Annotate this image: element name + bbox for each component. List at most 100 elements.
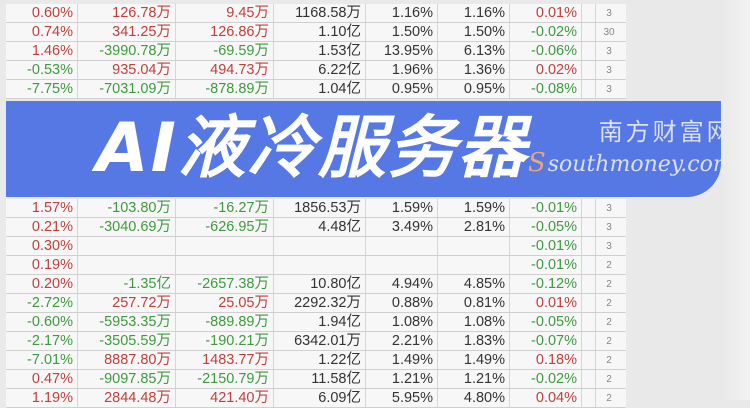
- table-cell: -2.17%: [6, 332, 78, 350]
- table-cell-empty: [582, 80, 596, 98]
- table-row[interactable]: -7.01% 8887.80万 1483.77万 1.22亿 1.49% 1.49% 0.1…: [6, 351, 626, 370]
- table-cell: -5953.35万: [78, 313, 176, 331]
- table-cell: 126.78万: [78, 4, 176, 22]
- table-cell: -2657.38万: [176, 275, 274, 293]
- table-cell: -0.02%: [510, 370, 582, 388]
- table-row[interactable]: 1.19% 2844.48万 421.40万 6.09亿 5.95% 4.80% 0.04%…: [6, 389, 626, 408]
- table-row[interactable]: 0.30% -0.01% 3: [6, 237, 626, 256]
- table-cell-empty: [582, 294, 596, 312]
- table-cell: [274, 256, 366, 274]
- table-cell: 25.05万: [176, 294, 274, 312]
- table-row[interactable]: -7.75% -7031.09万 -878.89万 1.04亿 0.95% 0.95% -0…: [6, 80, 626, 99]
- table-cell: [438, 237, 510, 255]
- table-cell-empty: [582, 351, 596, 369]
- table-cell: -3990.78万: [78, 42, 176, 60]
- table-row[interactable]: -2.17% -3505.59万 -190.21万 6342.01万 2.21% 1.83…: [6, 332, 626, 351]
- table-cell: -626.95万: [176, 218, 274, 236]
- table-cell: 0.02%: [510, 61, 582, 79]
- table-row[interactable]: -2.72% 257.72万 25.05万 2292.32万 0.88% 0.81% 0.0…: [6, 294, 626, 313]
- table-cell: 0.18%: [510, 351, 582, 369]
- table-cell: 935.04万: [78, 61, 176, 79]
- table-cell: 10.80亿: [274, 275, 366, 293]
- table-cell: 1.50%: [438, 23, 510, 41]
- table-cell: 2292.32万: [274, 294, 366, 312]
- table-cell: 1.22亿: [274, 351, 366, 369]
- table-cell: -9097.85万: [78, 370, 176, 388]
- table-cell: 0.88%: [366, 294, 438, 312]
- watermark-logo-icon: S: [527, 148, 546, 178]
- table-cell: 1.96%: [366, 61, 438, 79]
- side-value: 2: [606, 373, 612, 385]
- table-cell: 1.21%: [438, 370, 510, 388]
- table-cell: 1.57%: [6, 199, 78, 217]
- table-cell: -2150.79万: [176, 370, 274, 388]
- table-row[interactable]: 0.19% -0.01% 2: [6, 256, 626, 275]
- table-row[interactable]: 0.47% -9097.85万 -2150.79万 11.58亿 1.21% 1.21% -…: [6, 370, 626, 389]
- table-cell: -0.60%: [6, 313, 78, 331]
- table-cell: [438, 256, 510, 274]
- table-cell: 0.21%: [6, 218, 78, 236]
- table-cell: 1.04亿: [274, 80, 366, 98]
- table-cell: -0.02%: [510, 23, 582, 41]
- table-cell: -7.75%: [6, 80, 78, 98]
- table-cell-empty: [582, 61, 596, 79]
- table-cell: -190.21万: [176, 332, 274, 350]
- table-row[interactable]: 0.21% -3040.69万 -626.95万 4.48亿 3.49% 2.81% -0.…: [6, 218, 626, 237]
- table-row[interactable]: -0.60% -5953.35万 -889.89万 1.94亿 1.08% 1.08% -0…: [6, 313, 626, 332]
- side-value: 3: [606, 83, 612, 95]
- table-cell: 0.47%: [6, 370, 78, 388]
- table-cell: -0.01%: [510, 199, 582, 217]
- table-cell: -0.07%: [510, 332, 582, 350]
- table-cell: 0.20%: [6, 275, 78, 293]
- table-row[interactable]: 1.46% -3990.78万 -69.59万 1.53亿 13.95% 6.13% -0.…: [6, 42, 626, 61]
- side-value: 3: [606, 45, 612, 57]
- title-banner: AI液冷服务器 南方财富网 S southmoney.com: [6, 101, 734, 197]
- table-cell: -7031.09万: [78, 80, 176, 98]
- table-cell: 1.21%: [366, 370, 438, 388]
- watermark-cn: 南方财富网: [598, 119, 734, 146]
- table-cell-empty: [582, 370, 596, 388]
- table-cell: 1.94亿: [274, 313, 366, 331]
- table-cell: 4.80%: [438, 389, 510, 407]
- side-value: 3: [606, 202, 612, 214]
- side-value: 2: [606, 297, 612, 309]
- table-cell: -889.89万: [176, 313, 274, 331]
- table-row[interactable]: 0.60% 126.78万 9.45万 1168.58万 1.16% 1.16% 0.01%…: [6, 4, 626, 23]
- table-cell: 126.86万: [176, 23, 274, 41]
- table-cell: 4.85%: [438, 275, 510, 293]
- table-cell: 2844.48万: [78, 389, 176, 407]
- table-cell: 1.53亿: [274, 42, 366, 60]
- table-cell-empty: [582, 313, 596, 331]
- table-cell: -0.05%: [510, 218, 582, 236]
- table-cell: 3.49%: [366, 218, 438, 236]
- table-cell: 421.40万: [176, 389, 274, 407]
- table-cell: 11.58亿: [274, 370, 366, 388]
- table-cell: 6.22亿: [274, 61, 366, 79]
- side-value: 2: [606, 392, 612, 404]
- table-cell: [78, 237, 176, 255]
- table-row[interactable]: 1.57% -103.80万 -16.27万 1856.53万 1.59% 1.59% -0…: [6, 199, 626, 218]
- table-cell: -0.06%: [510, 42, 582, 60]
- table-row[interactable]: 0.20% -1.35亿 -2657.38万 10.80亿 4.94% 4.85% -0.1…: [6, 275, 626, 294]
- table-cell: 257.72万: [78, 294, 176, 312]
- table-cell: 8887.80万: [78, 351, 176, 369]
- table-cell: -2.72%: [6, 294, 78, 312]
- table-cell: -0.12%: [510, 275, 582, 293]
- table-cell: 4.48亿: [274, 218, 366, 236]
- table-cell: 9.45万: [176, 4, 274, 22]
- table-cell: 6.09亿: [274, 389, 366, 407]
- table-cell: 2.21%: [366, 332, 438, 350]
- table-row[interactable]: -0.53% 935.04万 494.73万 6.22亿 1.96% 1.36% 0.02%…: [6, 61, 626, 80]
- table-cell: [274, 237, 366, 255]
- table-cell: 4.94%: [366, 275, 438, 293]
- page-title: AI液冷服务器: [96, 109, 528, 188]
- table-cell: 6342.01万: [274, 332, 366, 350]
- table-cell: 1.46%: [6, 42, 78, 60]
- table-cell: [176, 256, 274, 274]
- table-cell: 0.01%: [510, 294, 582, 312]
- table-cell: 1.08%: [366, 313, 438, 331]
- table-cell-empty: [582, 4, 596, 22]
- table-cell: -103.80万: [78, 199, 176, 217]
- table-cell: -878.89万: [176, 80, 274, 98]
- table-row[interactable]: 0.74% 341.25万 126.86万 1.10亿 1.50% 1.50% -0.02%…: [6, 23, 626, 42]
